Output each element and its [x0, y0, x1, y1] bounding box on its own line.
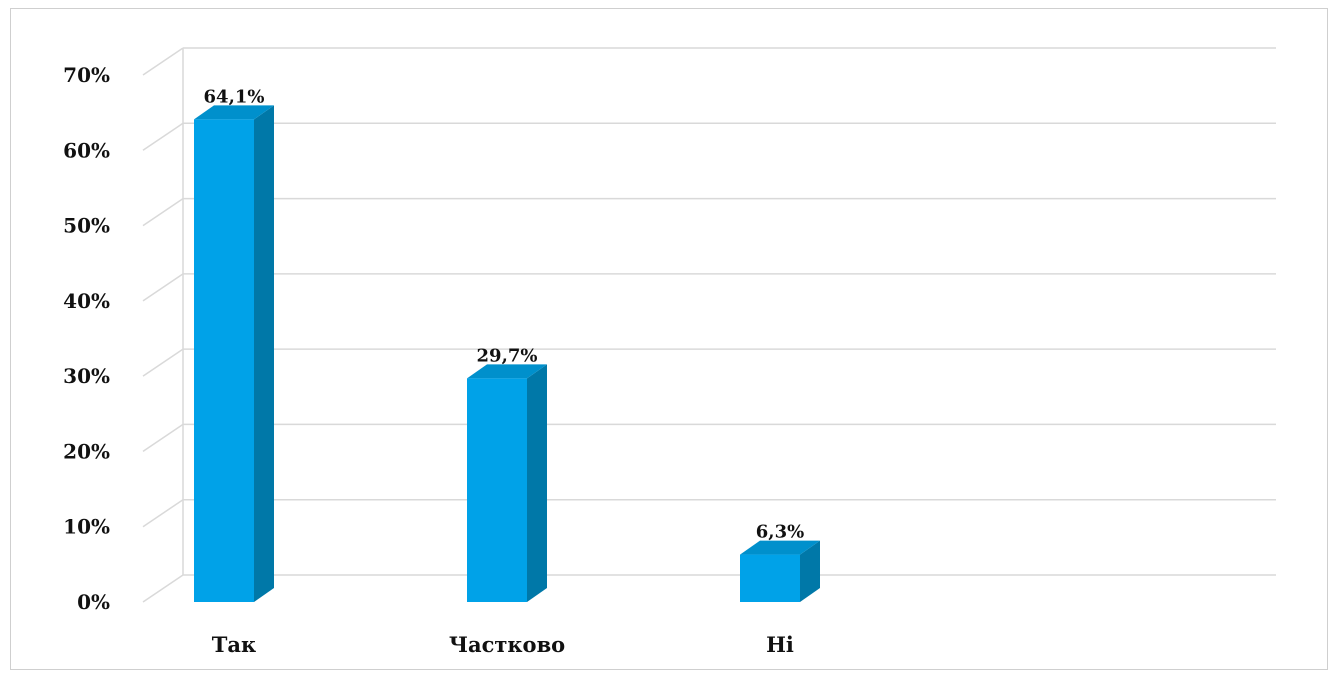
- y-tick-label: 10%: [63, 515, 110, 539]
- bar-top: [467, 364, 547, 379]
- gridline-depth: [142, 197, 184, 227]
- y-tick-label: 70%: [63, 63, 110, 87]
- bar-top: [194, 105, 274, 120]
- bar-side: [254, 105, 274, 602]
- y-tick-label: 0%: [77, 590, 110, 614]
- gridline-depth: [142, 47, 184, 76]
- bar: [740, 554, 800, 602]
- y-tick-label: 20%: [63, 439, 110, 463]
- x-category-label: Ні: [766, 632, 794, 657]
- data-labels: 64,1% 29,7% 6,3%: [204, 86, 805, 542]
- gridline-depth: [142, 423, 184, 453]
- data-label: 64,1%: [204, 86, 265, 107]
- gridline-depth: [142, 574, 184, 603]
- y-tick-label: 50%: [63, 214, 110, 238]
- data-label: 29,7%: [477, 345, 538, 366]
- bars: [194, 105, 820, 602]
- y-axis-ticks: 0% 10% 20% 30% 40% 50% 60% 70%: [63, 63, 110, 614]
- bar: [194, 119, 254, 602]
- x-axis-categories: Так Частково Ні: [212, 632, 794, 657]
- y-tick-label: 60%: [63, 138, 110, 162]
- bar-top: [740, 540, 820, 555]
- bar: [467, 378, 527, 602]
- gridline-depth: [142, 348, 184, 377]
- x-category-label: Частково: [449, 632, 565, 657]
- y-tick-label: 30%: [63, 364, 110, 388]
- x-category-label: Так: [212, 632, 256, 657]
- y-tick-label: 40%: [63, 289, 110, 313]
- gridline-depth: [142, 273, 184, 302]
- grid-layer: [142, 47, 1276, 603]
- bar-side: [800, 540, 820, 602]
- data-label: 6,3%: [756, 522, 804, 543]
- gridline-depth: [142, 122, 184, 151]
- bar-side: [527, 364, 547, 602]
- gridline-depth: [142, 499, 184, 528]
